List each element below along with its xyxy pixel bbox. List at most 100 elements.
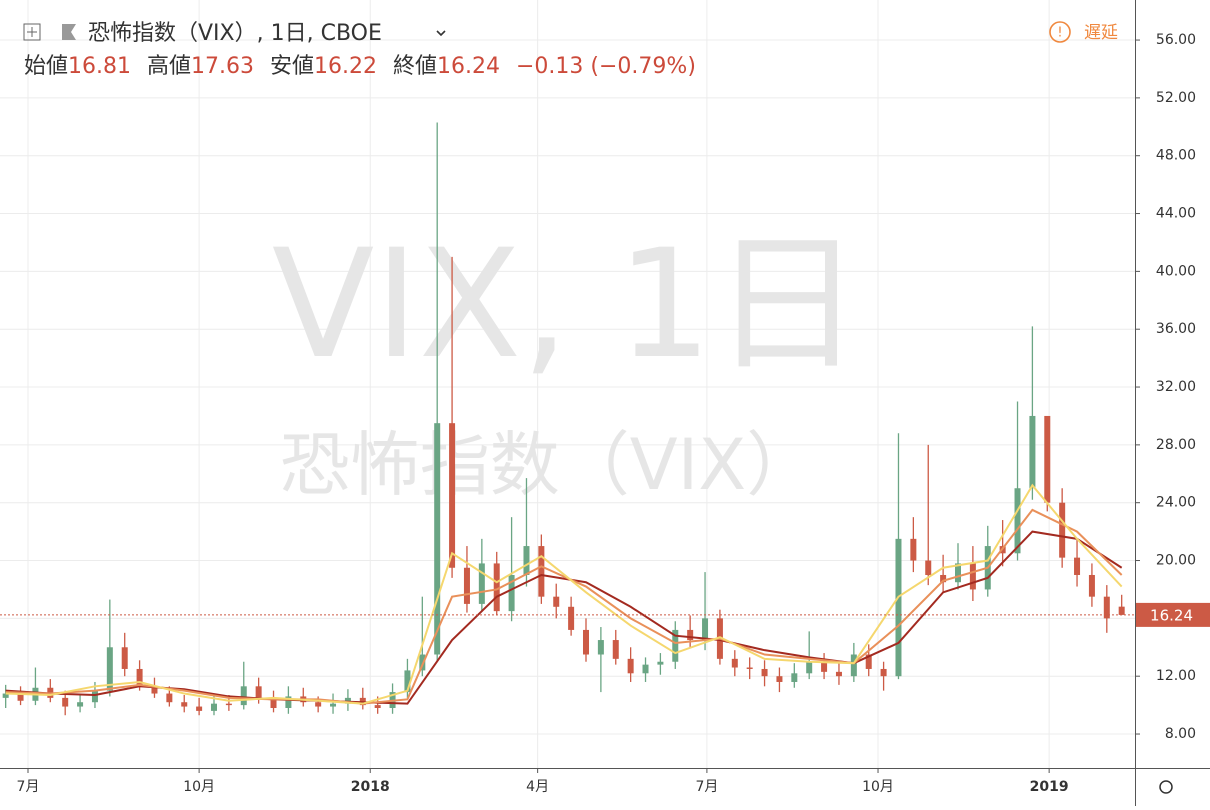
candle-body [955,563,962,583]
candle-body [330,703,337,707]
candle-body [136,668,143,687]
candle-body [434,423,441,655]
delay-icon [1049,21,1071,43]
open-label: 始値 [24,54,68,79]
candle-body [1088,574,1095,597]
candle-body [702,618,709,641]
candle-body [687,629,694,641]
candle-body [315,702,322,707]
chart-title[interactable]: 恐怖指数（VIX）, 1日, CBOE [88,21,382,46]
candle-body [463,567,470,604]
candle-body [449,423,456,568]
candle-body [508,574,515,612]
candle-body [880,668,887,677]
x-tick-label: 10月 [862,779,894,795]
y-tick-label: 48.00 [1156,148,1196,164]
low-label: 安値 [270,54,314,79]
candle-body [791,673,798,682]
candle-body [523,546,530,575]
ohlc-legend: 始値 16.81 高値 17.63 安値 16.22 終値 16.24 −0.13 (−0.79… [24,54,696,79]
x-tick-label: 7月 [695,779,718,795]
candle-body [806,661,813,674]
open: 16.81 [68,54,131,79]
candle-body [568,606,575,630]
candle-body [940,574,947,583]
y-tick-label: 56.00 [1156,32,1196,48]
candle-body [642,664,649,674]
candle-body [910,538,917,561]
candle-body [196,706,203,711]
plot [2,122,1125,716]
candle-body [538,546,545,597]
candle-body [553,596,560,607]
x-tick-label: 4月 [526,779,549,795]
candle-body [17,693,24,701]
candle-body [493,563,500,612]
high-label: 高値 [147,54,191,79]
candle-body [166,693,173,703]
candle-body [419,654,426,671]
y-tick-label: 40.00 [1156,263,1196,279]
y-tick-label: 28.00 [1156,437,1196,453]
candle-body [1118,606,1125,615]
close: 16.24 [437,54,500,79]
candle-body [672,629,679,662]
low: 16.22 [314,54,377,79]
candle-body [91,690,98,703]
candle-body [1014,488,1021,554]
y-tick-label: 8.00 [1165,726,1196,742]
candle-body [181,702,188,707]
last-price-badge [1136,602,1210,627]
x-tick-label: 7月 [17,779,40,795]
candle-body [285,696,292,708]
y-tick-label: 24.00 [1156,495,1196,511]
expand-icon[interactable] [23,23,41,41]
delay-icon-mark: ! [1057,26,1062,41]
candle-body [1059,502,1066,558]
candle-body [746,667,753,669]
candle-body [225,703,232,706]
candle-body [1103,596,1110,619]
y-tick-label: 44.00 [1156,206,1196,222]
x-tick-label: 2019 [1030,779,1069,795]
settings-icon[interactable] [1159,780,1173,794]
dropdown-icon[interactable] [436,30,446,37]
moving-average-line [5,508,1123,705]
y-tick-label: 52.00 [1156,90,1196,106]
flag-icon[interactable] [62,24,76,40]
candle-body [761,668,768,677]
candle-body [478,563,485,604]
watermark: VIX, 1日 [272,218,862,392]
close-label: 終値 [393,54,437,79]
candle-body [240,686,247,706]
candle-body [612,640,619,659]
candle-body [106,647,113,691]
candle-body [77,702,84,707]
candle-body [210,703,217,711]
candle-body [925,560,932,575]
candle-body [865,654,872,669]
expand-icon-plus [27,27,37,37]
x-tick-label: 2018 [351,779,390,795]
moving-average-line [5,530,1123,705]
candle-body [597,640,604,655]
candle-body [2,693,9,698]
candle-body [821,661,828,672]
delay-label: 遅延 [1084,23,1118,43]
candle-body [776,676,783,682]
grid [0,0,1135,768]
candle-body [255,686,262,700]
candle-body [895,538,902,677]
candle-body [1044,415,1051,503]
candle-body [1029,415,1036,489]
candle-body [270,699,277,708]
y-tick-label: 12.00 [1156,668,1196,684]
candle-body [627,658,634,674]
candle-body [850,654,857,677]
y-tick-label: 32.00 [1156,379,1196,395]
y-tick-label: 36.00 [1156,321,1196,337]
candle-body [731,658,738,668]
candle-body [404,670,411,693]
